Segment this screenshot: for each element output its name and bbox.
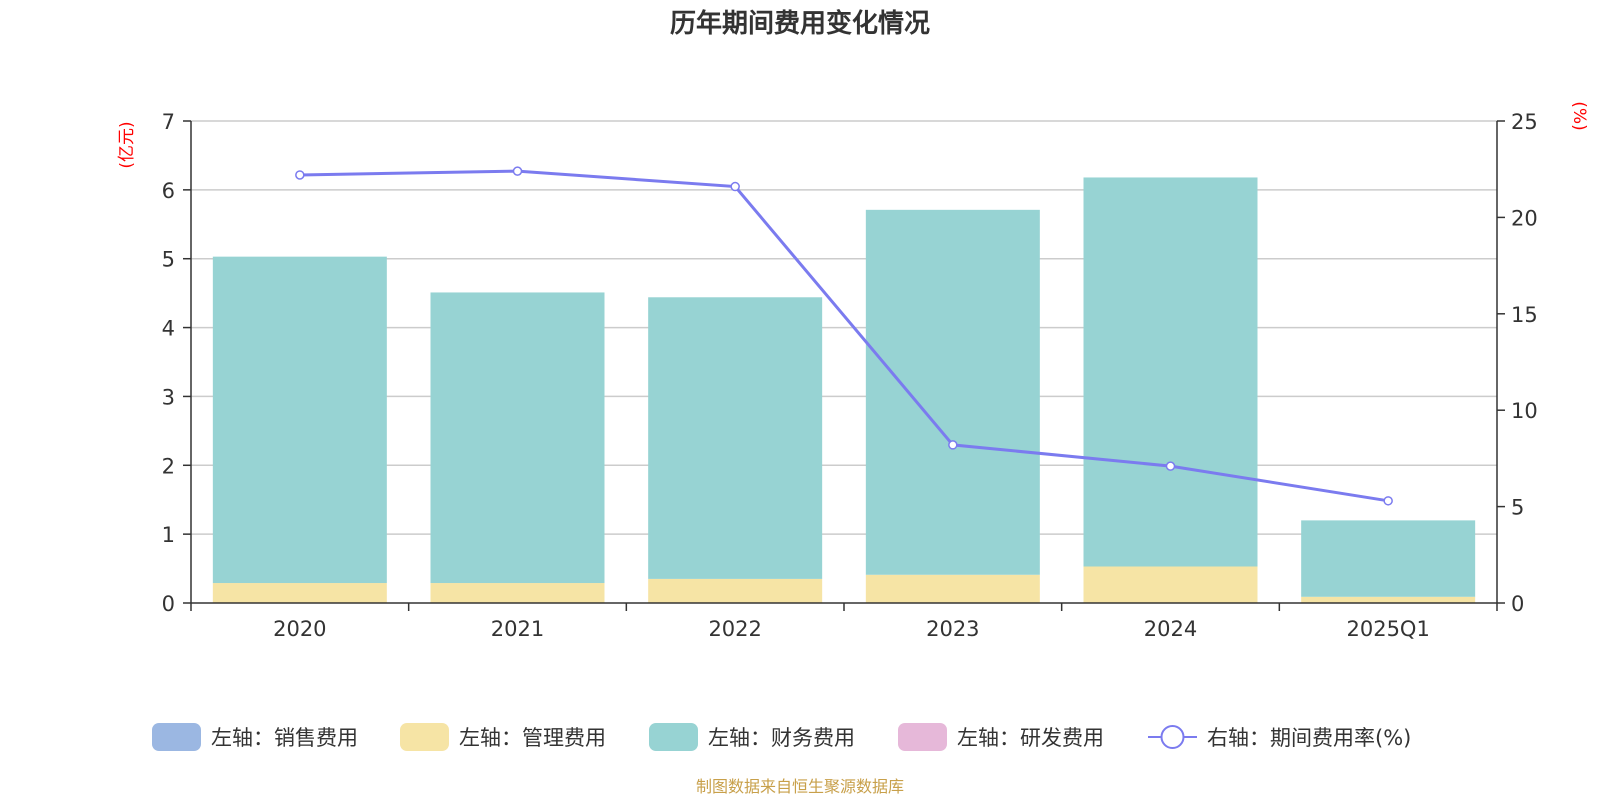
x-tick-label: 2021 — [491, 617, 544, 641]
left-tick-label: 4 — [162, 317, 175, 341]
chart-title: 历年期间费用变化情况 — [670, 8, 930, 39]
legend-swatch — [152, 723, 201, 751]
x-tick-label: 2023 — [926, 617, 979, 641]
rate-line — [299, 169, 1389, 503]
rate-point — [948, 440, 958, 450]
bar-segment — [1301, 520, 1476, 597]
bar-segment — [865, 209, 1040, 575]
legend-swatch — [649, 723, 698, 751]
x-tick-label: 2022 — [708, 617, 761, 641]
legend-swatch — [898, 723, 947, 751]
bar-segment — [1083, 177, 1258, 567]
left-tick-label: 6 — [162, 179, 175, 203]
legend-label: 左轴：销售费用 — [211, 726, 358, 750]
legend: 左轴：销售费用 左轴：管理费用 左轴：财务费用 左轴：研发费用 右轴：期间费用率(%) — [152, 723, 1411, 751]
right-tick-label: 10 — [1511, 399, 1538, 423]
left-axis-unit: (亿元) — [117, 121, 137, 168]
left-tick-label: 3 — [162, 385, 175, 409]
legend-marker — [1160, 725, 1185, 749]
x-tick-label: 2020 — [273, 617, 326, 641]
right-tick-label: 5 — [1511, 496, 1524, 520]
bar-segment — [430, 292, 605, 584]
bar-segment — [865, 574, 1040, 603]
rate-point — [295, 170, 305, 180]
left-tick-label: 2 — [162, 454, 175, 478]
legend-label: 左轴：财务费用 — [708, 726, 855, 750]
right-axis-unit: (%) — [1569, 101, 1589, 130]
bar-segment — [212, 583, 387, 603]
rate-point — [730, 181, 740, 192]
axes-layer: 0 1 2 3 4 5 6 7 0 5 10 15 20 25 2020 2021 2022 2023 2024 20… — [162, 110, 1538, 641]
right-tick-label: 0 — [1511, 592, 1524, 616]
source-note: 制图数据来自恒生聚源数据库 — [696, 777, 904, 796]
rate-point — [1165, 461, 1176, 471]
bar-segment — [212, 256, 387, 584]
bar-segment — [1301, 596, 1476, 603]
rate-point — [512, 166, 523, 176]
bar-segment — [1083, 566, 1258, 603]
legend-label: 右轴：期间费用率(%) — [1207, 726, 1411, 750]
legend-label: 左轴：管理费用 — [459, 726, 606, 750]
right-tick-label: 25 — [1511, 110, 1538, 134]
bars-layer — [212, 177, 1476, 603]
left-tick-label: 7 — [162, 110, 175, 134]
legend-swatch — [400, 723, 449, 751]
left-tick-label: 5 — [162, 248, 175, 272]
rate-point — [1383, 496, 1393, 506]
bar-segment — [648, 297, 823, 579]
bar-segment — [648, 578, 823, 603]
x-tick-label: 2025Q1 — [1346, 617, 1429, 641]
left-tick-label: 0 — [162, 592, 175, 616]
left-tick-label: 1 — [162, 523, 175, 547]
legend-label: 左轴：研发费用 — [957, 726, 1104, 750]
line-layer — [295, 166, 1393, 506]
right-tick-label: 15 — [1511, 303, 1538, 327]
x-tick-label: 2024 — [1144, 617, 1197, 641]
gridlines — [191, 120, 1497, 535]
bar-segment — [430, 583, 605, 603]
right-tick-label: 20 — [1511, 206, 1538, 230]
